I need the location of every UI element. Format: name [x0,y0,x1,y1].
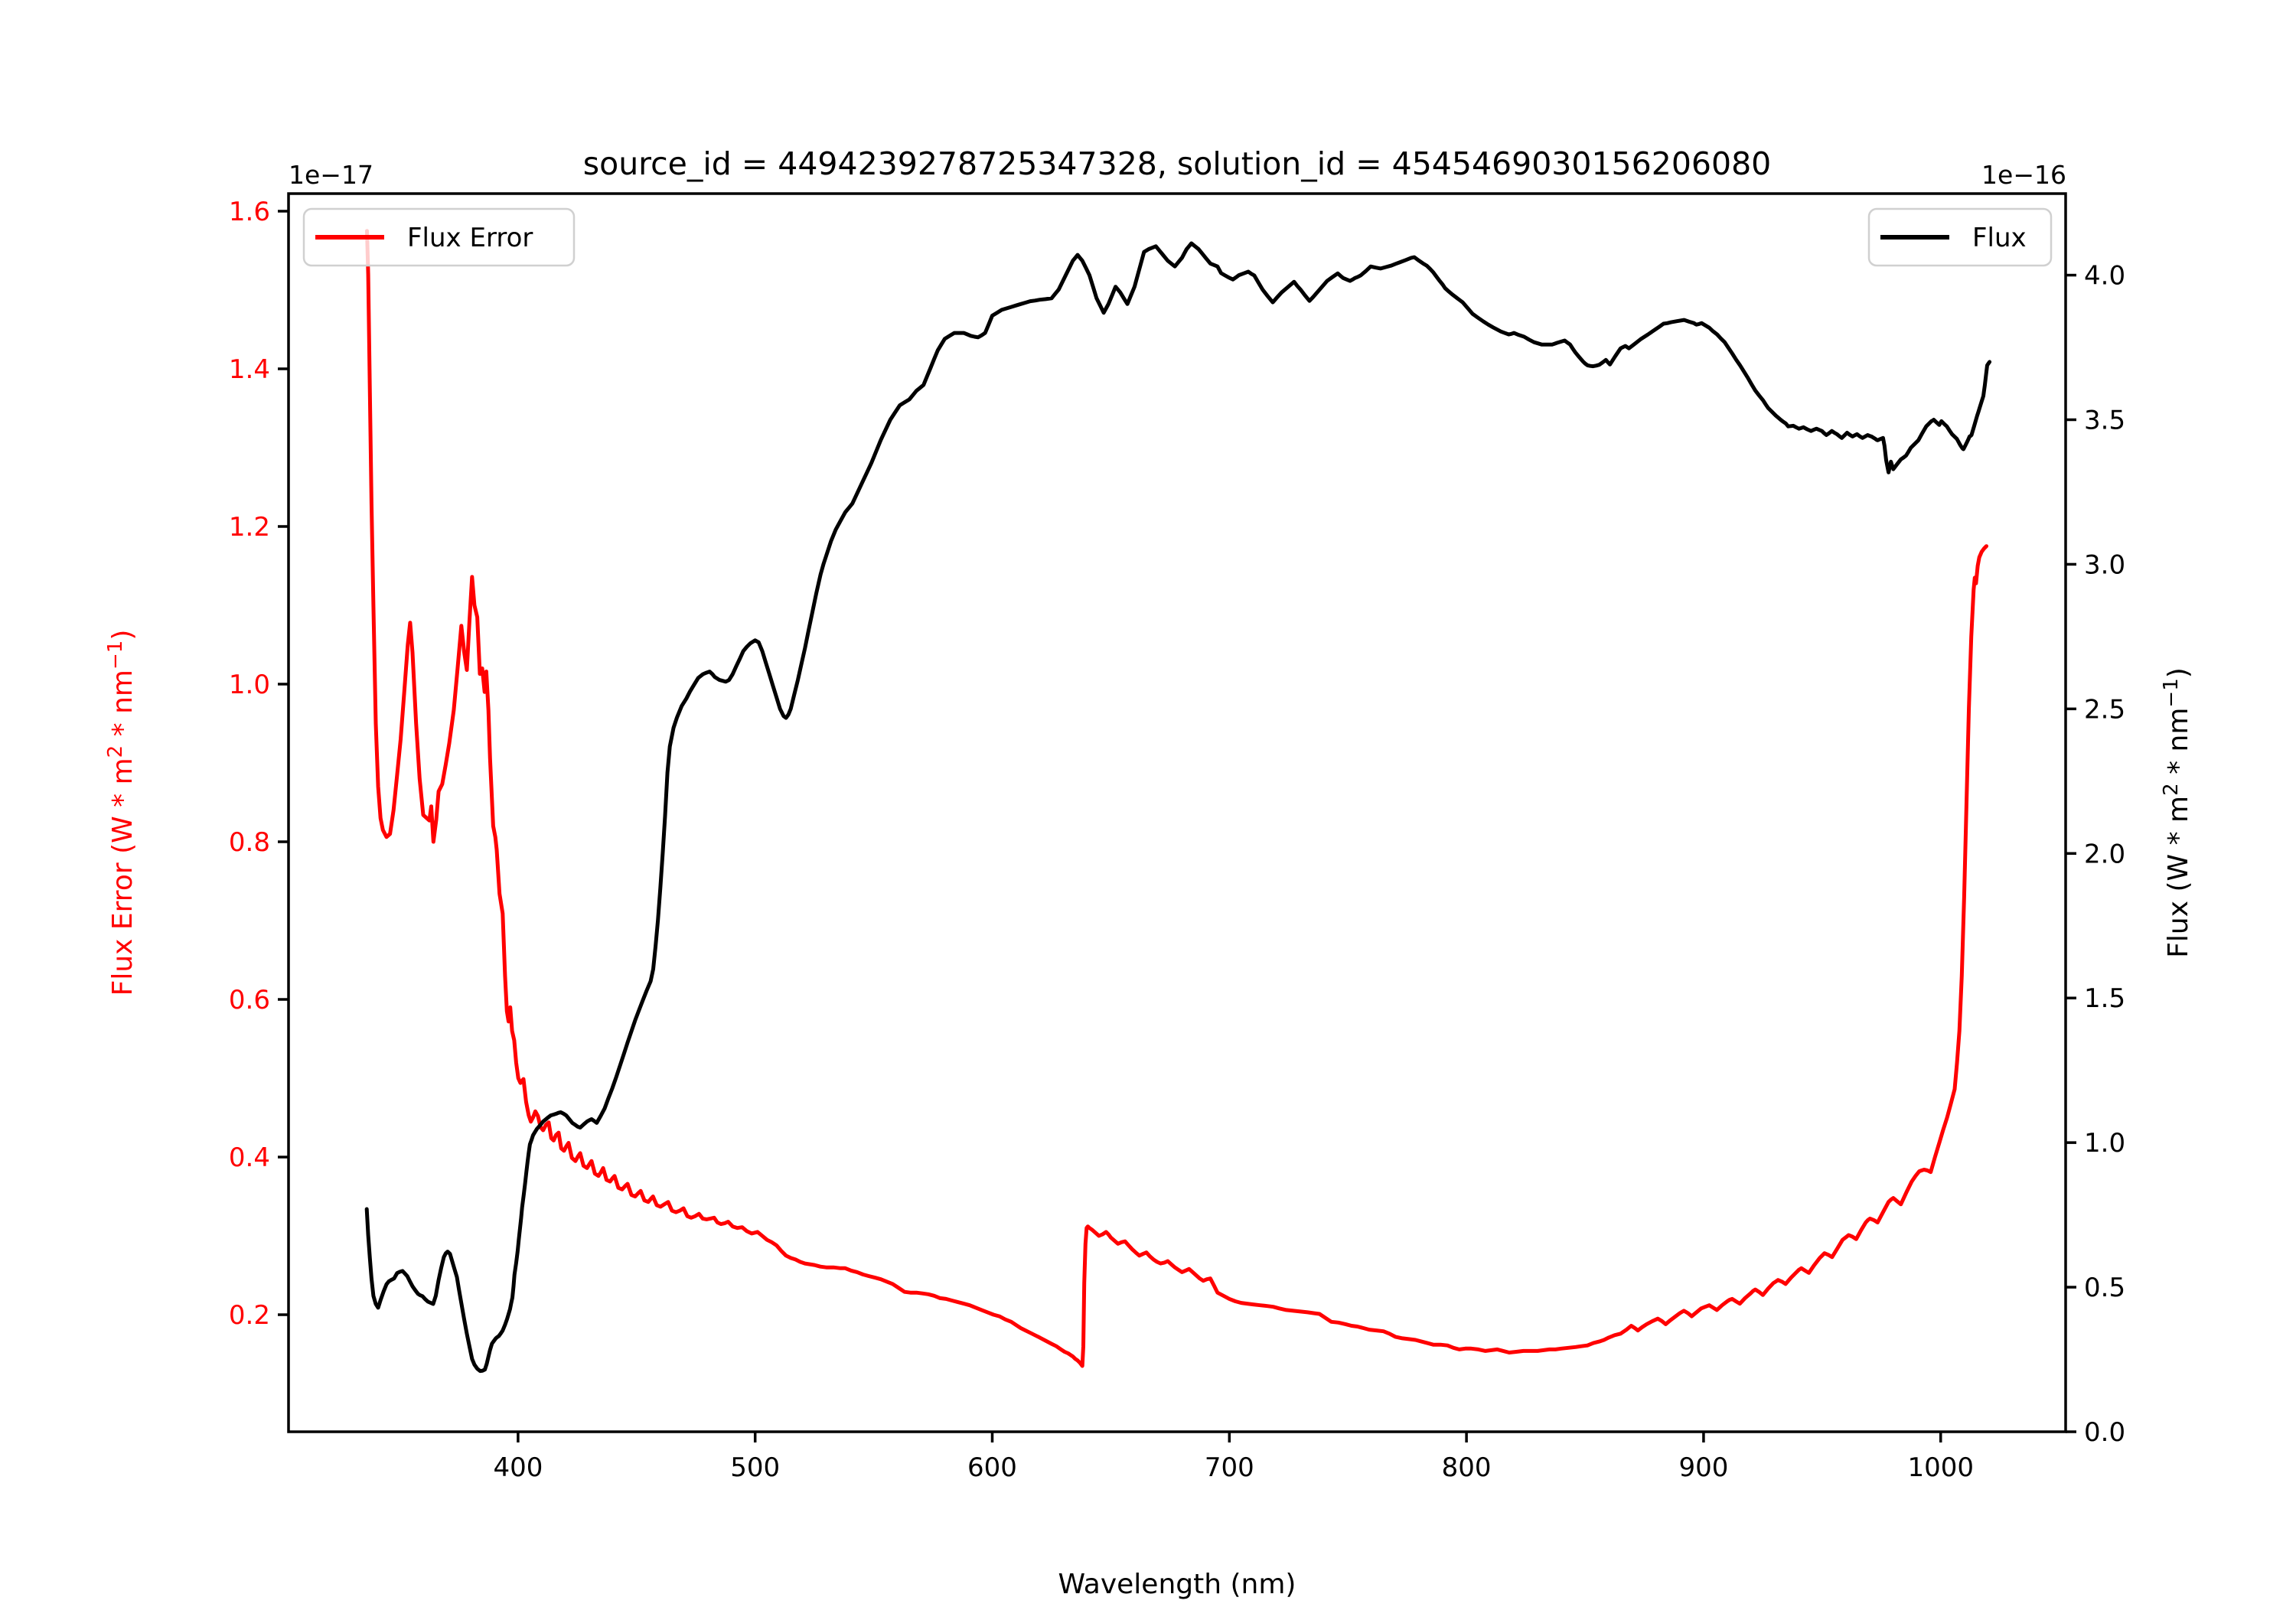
series-layer [364,229,1992,1374]
chart-title: source_id = 4494239278725347328, solutio… [583,145,1772,182]
right-axis-offset-label: 1e−16 [1981,160,2066,190]
left-y-tick-label: 0.4 [229,1143,270,1173]
x-tick-label: 800 [1442,1452,1492,1483]
right-y-tick-label: 0.5 [2084,1273,2125,1303]
legend-flux-error: Flux Error [302,207,576,267]
legend-layer: Flux Error Flux [302,207,2053,267]
left-y-tick-label: 0.2 [229,1300,270,1331]
x-tick-label: 900 [1678,1452,1728,1483]
left-y-tick-label: 0.6 [229,985,270,1015]
left-y-tick-label: 1.0 [229,670,270,700]
left-y-axis-label: Flux Error (W * m2 * nm−1) [104,630,139,996]
x-tick-label: 600 [967,1452,1017,1483]
right-y-tick-label: 3.5 [2084,405,2125,435]
right-y-tick-label: 3.0 [2084,549,2125,580]
plot-border [287,192,2067,1433]
right-y-tick-label: 1.0 [2084,1128,2125,1159]
left-axis-offset-label: 1e−17 [289,160,373,190]
legend-label: Flux [1972,223,2027,253]
right-y-tick-label: 1.5 [2084,983,2125,1014]
axis-labels-layer: Flux Error (W * m2 * nm−1) Flux (W * m2 *… [104,630,2194,996]
left-y-tick-label: 0.8 [229,827,270,858]
x-axis-label: Wavelength (nm) [1058,1569,1296,1600]
right-y-tick-label: 0.0 [2084,1417,2125,1448]
right-y-axis-label: Flux (W * m2 * nm−1) [2160,667,2194,958]
right-y-tick-label: 2.5 [2084,694,2125,725]
legend-box [1867,207,2053,267]
left-y-tick-label: 1.4 [229,354,270,385]
axes-layer: 400 500 600 700 800 900 1000 0.2 0.4 0.6 0.8 1.0 1.2… [229,192,2125,1483]
x-tick-label: 400 [493,1452,543,1483]
right-y-tick-label: 4.0 [2084,261,2125,292]
legend-flux: Flux [1867,207,2053,267]
legend-box [302,207,576,267]
x-tick-label: 700 [1205,1452,1254,1483]
x-tick-label: 1000 [1907,1452,1974,1483]
right-y-tick-label: 2.0 [2084,839,2125,869]
legend-label: Flux Error [407,223,533,253]
left-y-tick-label: 1.6 [229,197,270,227]
x-tick-label: 500 [730,1452,780,1483]
flux-line [364,241,1992,1374]
left-y-tick-label: 1.2 [229,512,270,543]
flux-error-line [365,229,1988,1368]
